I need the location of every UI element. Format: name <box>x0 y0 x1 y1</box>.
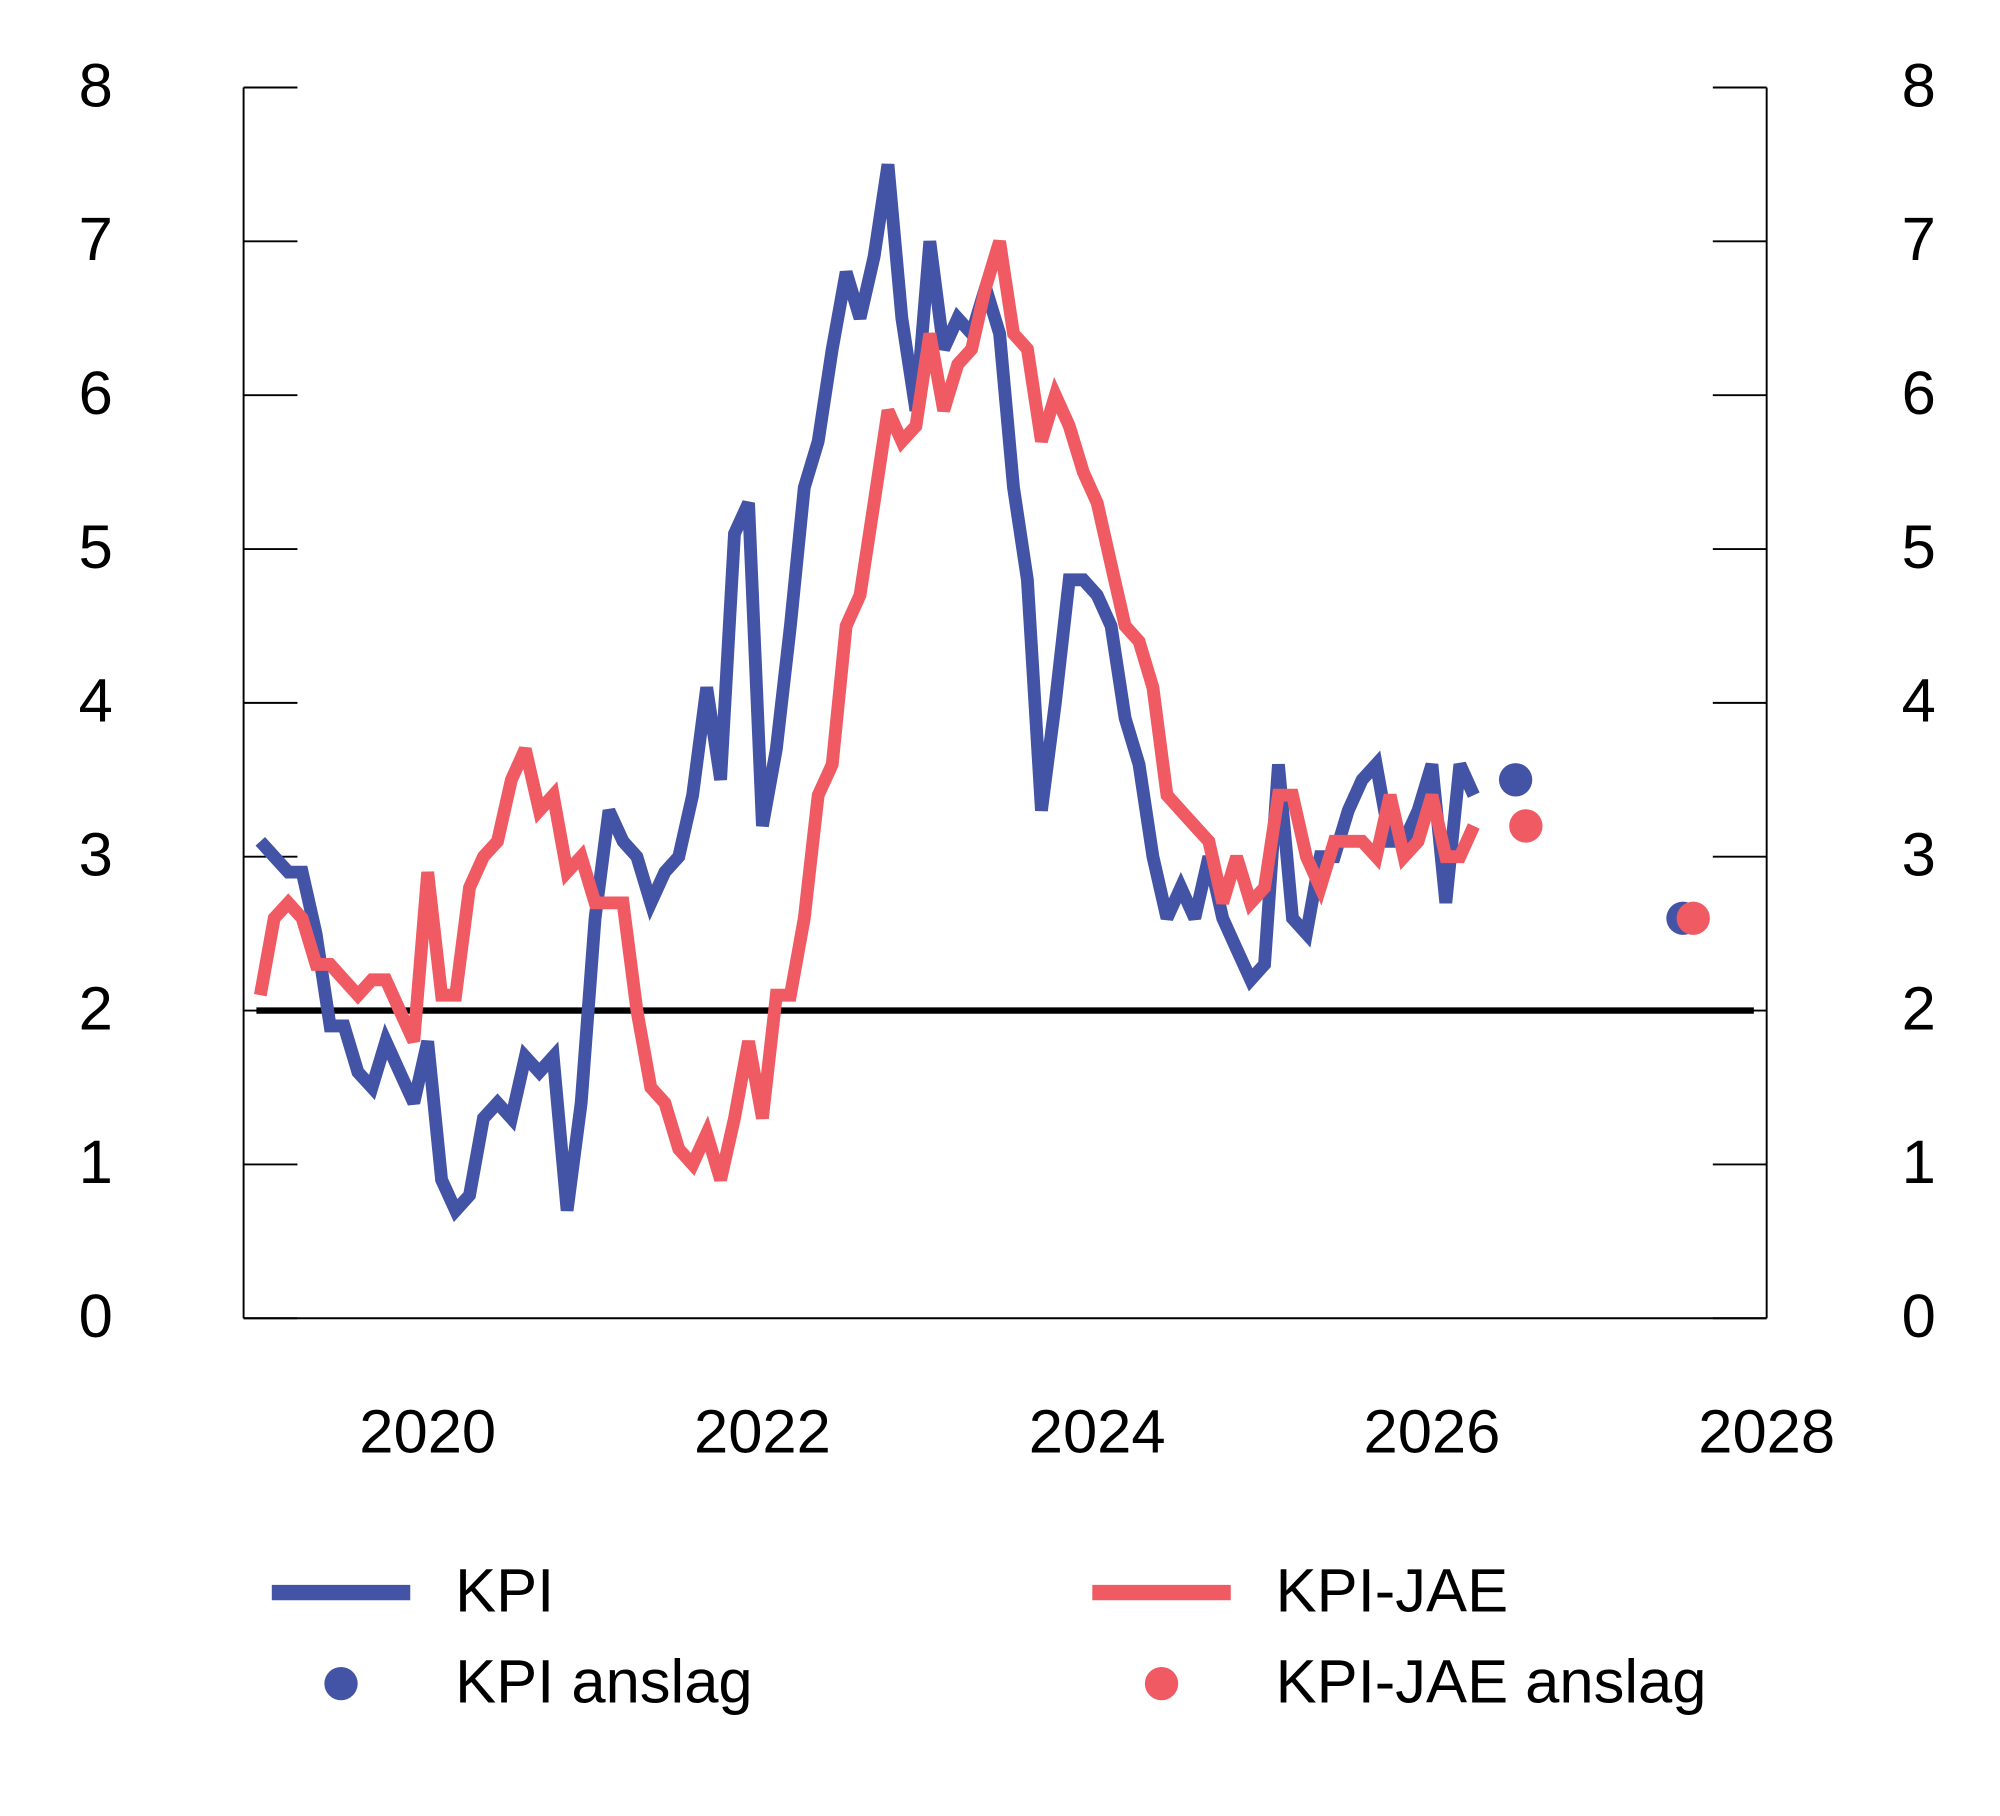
y2-tick-label: 5 <box>1902 513 1936 582</box>
y2-tick-label: 6 <box>1902 359 1936 428</box>
series-line <box>254 239 1480 1182</box>
y-tick-label: 3 <box>79 821 113 890</box>
legend-swatch <box>324 1666 358 1701</box>
legend-label: KPI anslag <box>455 1647 753 1716</box>
forecast-dot <box>1676 901 1710 935</box>
y-tick-label: 0 <box>79 1282 113 1351</box>
x-tick-label: 2022 <box>694 1397 831 1466</box>
x-tick-label: 2024 <box>1029 1397 1166 1466</box>
x-tick-label: 2020 <box>359 1397 496 1466</box>
legend-label: KPI-JAE anslag <box>1276 1647 1707 1716</box>
series-line <box>255 163 1480 1223</box>
y2-tick-label: 4 <box>1902 667 1936 736</box>
y-tick-label: 1 <box>79 1128 113 1197</box>
x-tick-label: 2026 <box>1363 1397 1500 1466</box>
y-tick-label: 7 <box>79 205 113 274</box>
y2-tick-label: 0 <box>1902 1282 1936 1351</box>
x-tick-label: 2028 <box>1698 1397 1835 1466</box>
y2-tick-label: 8 <box>1902 51 1936 120</box>
y2-tick-label: 7 <box>1902 205 1936 274</box>
y-tick-label: 4 <box>79 667 113 736</box>
y-tick-label: 2 <box>79 974 113 1043</box>
legend-label: KPI <box>455 1556 554 1625</box>
legend-label: KPI-JAE <box>1276 1556 1508 1625</box>
y2-tick-label: 2 <box>1902 974 1936 1043</box>
legend-swatch <box>1144 1666 1179 1701</box>
y-tick-label: 8 <box>79 51 113 120</box>
forecast-dot <box>1498 763 1533 797</box>
y-tick-label: 6 <box>79 359 113 428</box>
y-tick-label: 5 <box>79 513 113 582</box>
y2-tick-label: 3 <box>1902 821 1936 890</box>
forecast-dot <box>1509 809 1543 843</box>
y2-tick-label: 1 <box>1902 1128 1936 1197</box>
